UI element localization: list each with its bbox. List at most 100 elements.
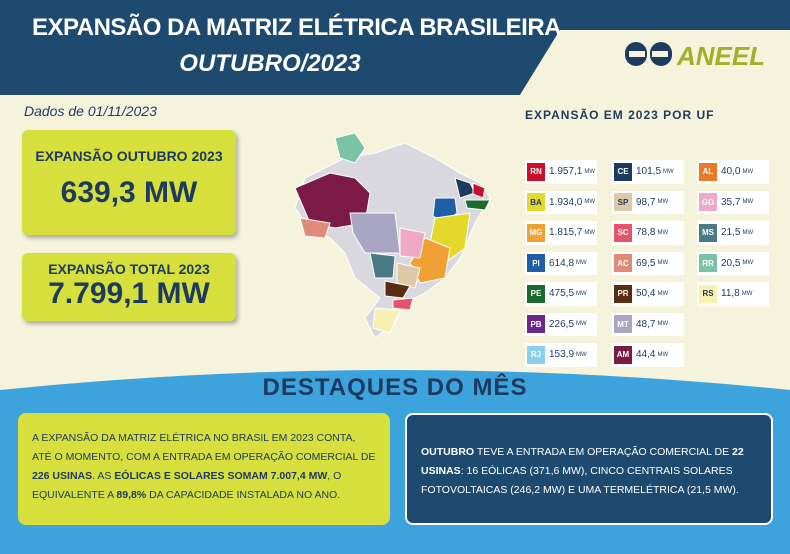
uf-value: 475,5	[549, 288, 575, 300]
uf-badge: RJ	[527, 345, 545, 364]
month-card: EXPANSÃO OUTUBRO 2023 639,3 MW	[22, 130, 236, 235]
text-run: , O EQUIVALENTE A	[32, 470, 342, 501]
uf-badge: RR	[699, 254, 717, 273]
uf-value: 153,9	[549, 349, 575, 361]
uf-badge: AL	[699, 162, 717, 181]
uf-value: 35,7	[721, 196, 741, 208]
highlight-right: OUTUBRO TEVE A ENTRADA EM OPERAÇÃO COMER…	[405, 413, 773, 525]
uf-badge: CE	[614, 162, 632, 181]
uf-unit: MW	[657, 290, 669, 297]
uf-row: GO 35,7 MW	[697, 190, 769, 214]
uf-value: 101,5	[636, 166, 662, 178]
card-label: EXPANSÃO TOTAL 2023	[48, 261, 210, 277]
date-note: Dados de 01/11/2023	[24, 103, 157, 119]
uf-value: 69,5	[636, 257, 656, 269]
uf-row: RJ 153,9 MW	[525, 343, 597, 367]
uf-row: AL 40,0 MW	[697, 160, 769, 184]
card-value: 7.799,1 MW	[48, 277, 210, 310]
uf-column: AL 40,0 MW GO 35,7 MW MS 21,5 MW RR 20,5 MW RS 11,8 MW	[697, 160, 769, 313]
uf-value: 44,4	[636, 349, 656, 361]
uf-badge: PB	[527, 315, 545, 334]
uf-value: 1.957,1	[549, 166, 583, 178]
uf-badge: SC	[614, 223, 632, 242]
uf-value: 50,4	[636, 288, 656, 300]
uf-value: 20,5	[721, 257, 741, 269]
highlight-left: A EXPANSÃO DA MATRIZ ELÉTRICA NO BRASIL …	[18, 413, 390, 525]
uf-row: CE 101,5 MW	[612, 160, 684, 184]
uf-unit: MW	[657, 351, 669, 358]
uf-value: 40,0	[721, 166, 741, 178]
uf-row: PR 50,4 MW	[612, 282, 684, 306]
uf-badge: PR	[614, 284, 632, 303]
uf-unit: MW	[576, 351, 587, 358]
uf-unit: MW	[742, 229, 754, 236]
text-run: 226 USINAS	[32, 470, 93, 482]
uf-unit: MW	[657, 321, 669, 328]
text-run: OUTUBRO	[421, 446, 475, 458]
uf-unit: MW	[584, 229, 596, 236]
uf-row: PI 614,8 MW	[525, 251, 597, 275]
uf-value: 1.934,0	[549, 196, 583, 208]
uf-unit: MW	[663, 168, 674, 175]
uf-badge: MG	[527, 223, 545, 242]
uf-badge: PI	[527, 254, 545, 273]
uf-row: BA 1.934,0 MW	[525, 190, 597, 214]
title: EXPANSÃO DA MATRIZ ELÉTRICA BRASILEIRA	[32, 14, 562, 41]
uf-badge: AM	[614, 345, 632, 364]
uf-value: 98,7	[636, 196, 656, 208]
uf-row: RS 11,8 MW	[697, 282, 769, 306]
card-label: EXPANSÃO OUTUBRO 2023	[35, 148, 223, 164]
uf-value: 21,5	[721, 227, 741, 239]
text-run: EÓLICAS E SOLARES SOMAM 7.007,4 MW	[114, 470, 328, 482]
uf-column: CE 101,5 MW SP 98,7 MW SC 78,8 MW AC 69,5 MW PR 50,4 M…	[612, 160, 684, 374]
uf-value: 614,8	[549, 257, 575, 269]
uf-badge: MT	[614, 315, 632, 334]
uf-row: MG 1.815,7 MW	[525, 221, 597, 245]
uf-badge: AC	[614, 254, 632, 273]
logo-text: ANEEL	[677, 41, 766, 71]
uf-badge: GO	[699, 193, 717, 212]
uf-unit: MW	[657, 260, 669, 267]
uf-badge: RS	[699, 284, 717, 303]
uf-unit: MW	[741, 290, 753, 297]
uf-row: AM 44,4 MW	[612, 343, 684, 367]
text-run: . AS	[92, 470, 115, 482]
uf-row: RR 20,5 MW	[697, 251, 769, 275]
header-bg	[0, 0, 790, 95]
uf-unit: MW	[742, 168, 754, 175]
uf-unit: MW	[576, 260, 587, 267]
uf-row: MT 48,7 MW	[612, 312, 684, 336]
text-run: 22 USINAS	[421, 446, 744, 477]
uf-unit: MW	[576, 290, 587, 297]
uf-row: PE 475,5 MW	[525, 282, 597, 306]
uf-row: PB 226,5 MW	[525, 312, 597, 336]
uf-unit: MW	[584, 168, 596, 175]
uf-value: 78,8	[636, 227, 656, 239]
text-run: 89,8%	[116, 489, 147, 501]
uf-unit: MW	[657, 199, 669, 206]
uf-badge: BA	[527, 193, 545, 212]
total-card: EXPANSÃO TOTAL 2023 7.799,1 MW	[22, 253, 236, 321]
uf-badge: MS	[699, 223, 717, 242]
uf-unit: MW	[584, 199, 596, 206]
uf-value: 226,5	[549, 318, 575, 330]
uf-row: MS 21,5 MW	[697, 221, 769, 245]
uf-unit: MW	[742, 199, 754, 206]
uf-value: 11,8	[721, 288, 740, 300]
uf-value: 48,7	[636, 318, 656, 330]
uf-unit: MW	[576, 321, 587, 328]
uf-row: SC 78,8 MW	[612, 221, 684, 245]
brazil-map	[294, 132, 491, 339]
subtitle: OUTUBRO/2023	[179, 50, 361, 77]
uf-badge: PE	[527, 284, 545, 303]
uf-unit: MW	[657, 229, 669, 236]
uf-badge: SP	[614, 193, 632, 212]
text-run: : 16 EÓLICAS (371,6 MW), CINCO CENTRAIS …	[421, 465, 739, 496]
card-value: 639,3 MW	[60, 176, 198, 209]
highlights-title: DESTAQUES DO MÊS	[262, 374, 528, 401]
text-run: DA CAPACIDADE INSTALADA NO ANO.	[146, 489, 341, 501]
uf-title: EXPANSÃO EM 2023 POR UF	[525, 108, 715, 122]
uf-unit: MW	[742, 260, 754, 267]
uf-badge: RN	[527, 162, 545, 181]
